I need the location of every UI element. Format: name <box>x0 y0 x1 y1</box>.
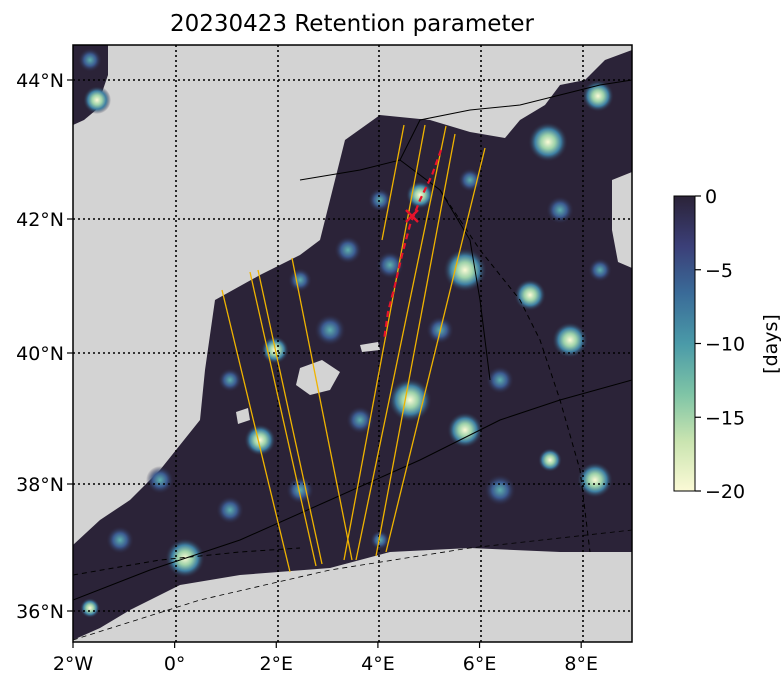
colorbar-tick-label: −5 <box>705 260 733 282</box>
colorbar-ticks: 0 −5 −10 −15 −20 <box>695 186 745 503</box>
corsica-sardinia <box>612 172 632 268</box>
x-tick-label: 0° <box>164 653 186 675</box>
position-marker-icon <box>405 209 419 223</box>
x-tick-label: 2°E <box>259 653 293 675</box>
mallorca-island <box>296 360 340 395</box>
axes-frame <box>72 44 633 643</box>
x-tick-label: 4°E <box>361 653 395 675</box>
map-panel <box>73 45 632 642</box>
y-tick-label: 42°N <box>16 209 64 231</box>
colorbar-label: [days] <box>760 314 782 374</box>
colorbar-tick-label: −20 <box>705 481 745 503</box>
region-boundaries <box>73 79 632 641</box>
y-tick-label: 36°N <box>16 601 64 623</box>
y-tick-label: 44°N <box>16 70 64 92</box>
satellite-tracks <box>221 124 486 573</box>
y-axis-ticks: 36°N 38°N 40°N 42°N 44°N <box>16 70 73 623</box>
colorbar-tick-label: 0 <box>705 186 717 208</box>
colorbar-tick-label: −10 <box>705 334 745 356</box>
x-tick-label: 2°W <box>53 653 94 675</box>
x-axis-ticks: 2°W 0° 2°E 4°E 6°E 8°E <box>53 642 598 675</box>
grid-lines <box>73 45 632 642</box>
colorbar-gradient <box>673 195 696 492</box>
x-tick-label: 6°E <box>463 653 497 675</box>
colorbar: 0 −5 −10 −15 −20 [days] <box>673 186 782 503</box>
colorbar-tick-label: −15 <box>705 407 745 429</box>
menorca-island <box>360 342 380 352</box>
y-tick-label: 40°N <box>16 343 64 365</box>
drifter-trajectory <box>382 149 443 341</box>
map-title: 20230423 Retention parameter <box>170 11 535 37</box>
x-tick-label: 8°E <box>564 653 598 675</box>
ibiza-island <box>236 408 250 424</box>
y-tick-label: 38°N <box>16 474 64 496</box>
